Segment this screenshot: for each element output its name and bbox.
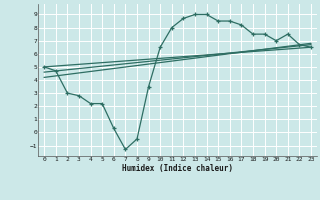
X-axis label: Humidex (Indice chaleur): Humidex (Indice chaleur) [122, 164, 233, 173]
